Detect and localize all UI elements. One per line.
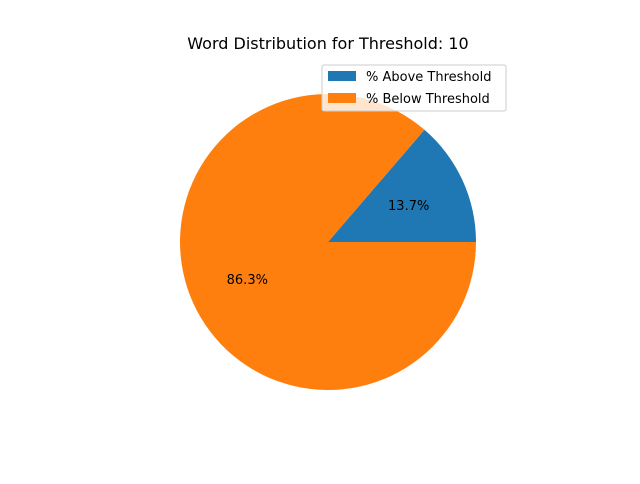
legend-swatch-1 (328, 71, 356, 81)
legend: % Above Threshold % Below Threshold (321, 64, 507, 112)
pie-slice-2 (180, 93, 477, 390)
legend-label-2: % Below Threshold (366, 92, 490, 107)
legend-swatch-2 (328, 93, 356, 103)
legend-frame (321, 64, 507, 112)
pie-slice-1 (328, 129, 476, 242)
pie-value-label-2: 86.3% (227, 273, 268, 288)
pie-value-label-1: 13.7% (388, 199, 429, 214)
pie-slices (180, 93, 477, 390)
pie-value-labels: 13.7% 86.3% (227, 199, 430, 288)
legend-label-1: % Above Threshold (366, 70, 491, 85)
chart-title: Word Distribution for Threshold: 10 (187, 34, 468, 53)
